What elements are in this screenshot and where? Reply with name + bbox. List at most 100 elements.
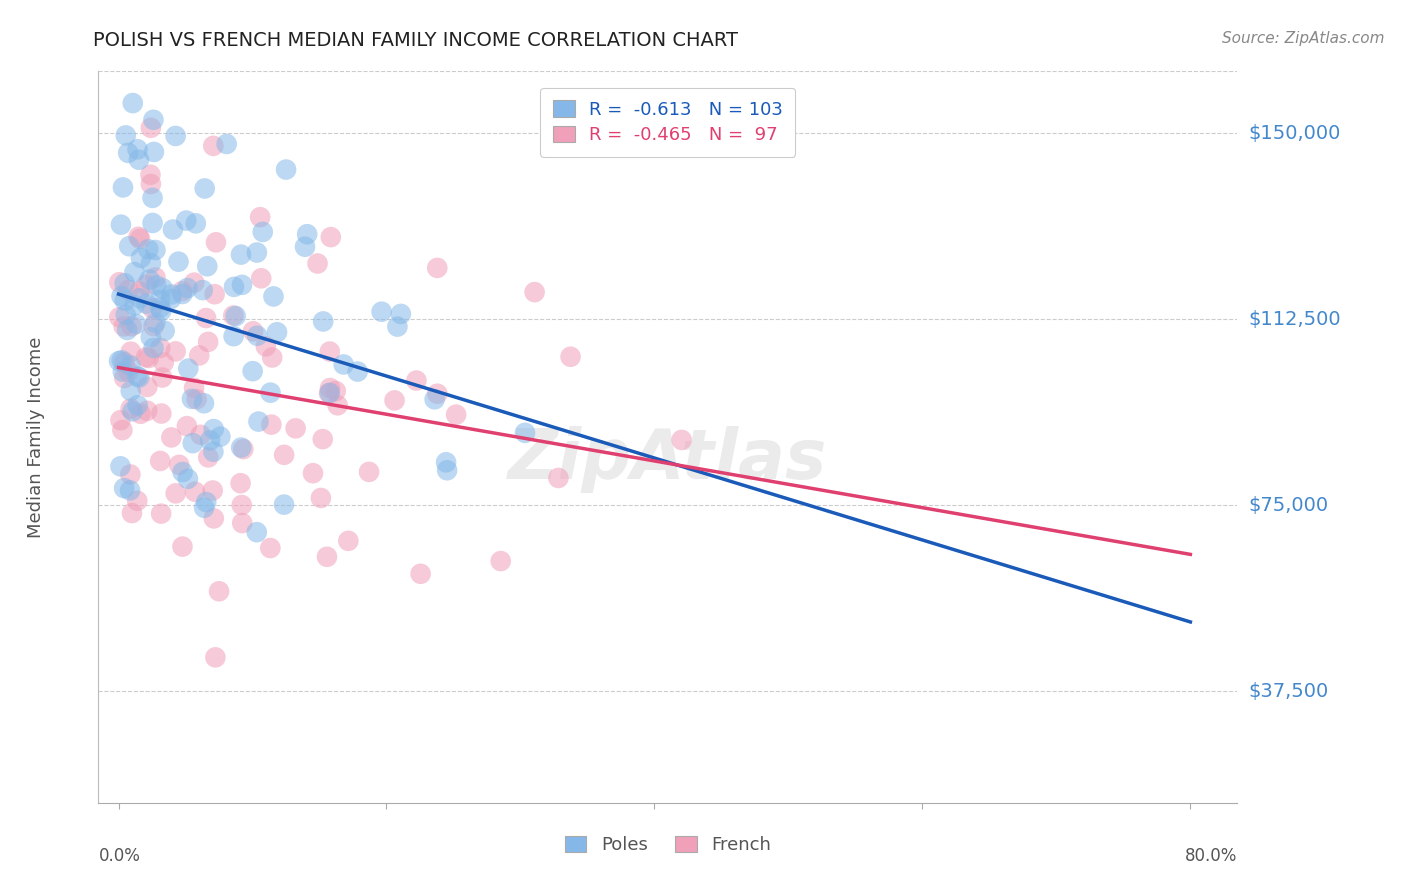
Point <box>319 381 342 395</box>
Point <box>193 396 215 410</box>
Point <box>197 450 219 465</box>
Point <box>259 385 281 400</box>
Point <box>319 230 342 244</box>
Point <box>136 404 159 418</box>
Point <box>114 293 136 308</box>
Point <box>111 365 134 379</box>
Point <box>231 516 253 530</box>
Point <box>295 227 318 242</box>
Point <box>266 325 288 339</box>
Point <box>387 319 409 334</box>
Point <box>307 256 329 270</box>
Point <box>139 120 162 135</box>
Point <box>389 307 412 321</box>
Point <box>145 243 167 257</box>
Text: 80.0%: 80.0% <box>1185 847 1237 864</box>
Point <box>232 442 254 456</box>
Point <box>129 232 152 246</box>
Point <box>128 285 150 299</box>
Point <box>183 276 205 290</box>
Point <box>202 139 225 153</box>
Point <box>337 533 360 548</box>
Point <box>319 385 342 400</box>
Point <box>231 441 253 455</box>
Point <box>121 319 143 334</box>
Text: POLISH VS FRENCH MEDIAN FAMILY INCOME CORRELATION CHART: POLISH VS FRENCH MEDIAN FAMILY INCOME CO… <box>93 31 738 50</box>
Point <box>262 351 284 365</box>
Point <box>184 216 207 230</box>
Point <box>110 413 132 427</box>
Point <box>384 393 406 408</box>
Point <box>112 371 135 385</box>
Point <box>128 370 150 384</box>
Point <box>152 281 174 295</box>
Point <box>197 334 219 349</box>
Text: 0.0%: 0.0% <box>98 847 141 864</box>
Point <box>183 381 205 395</box>
Point <box>160 292 183 306</box>
Point <box>547 471 569 485</box>
Point <box>205 235 228 250</box>
Point <box>165 344 187 359</box>
Point <box>409 566 432 581</box>
Point <box>318 386 340 401</box>
Point <box>204 287 226 301</box>
Point <box>135 297 157 311</box>
Point <box>188 348 211 362</box>
Point <box>201 483 224 498</box>
Point <box>249 210 271 224</box>
Point <box>114 355 136 369</box>
Point <box>145 278 167 293</box>
Point <box>263 289 285 303</box>
Point <box>160 287 183 301</box>
Point <box>135 350 157 364</box>
Point <box>150 303 173 318</box>
Point <box>181 436 204 450</box>
Point <box>246 328 269 343</box>
Point <box>444 408 467 422</box>
Point <box>191 283 214 297</box>
Text: Source: ZipAtlas.com: Source: ZipAtlas.com <box>1222 31 1385 46</box>
Point <box>190 427 212 442</box>
Point <box>222 329 245 343</box>
Point <box>202 422 225 436</box>
Point <box>274 162 297 177</box>
Point <box>176 419 198 434</box>
Point <box>108 275 131 289</box>
Point <box>120 401 142 416</box>
Point <box>177 472 200 486</box>
Point <box>284 421 307 435</box>
Point <box>111 353 134 368</box>
Point <box>139 168 162 182</box>
Point <box>124 298 146 312</box>
Text: $37,500: $37,500 <box>1249 681 1329 701</box>
Point <box>316 549 339 564</box>
Point <box>139 256 162 270</box>
Point <box>405 374 427 388</box>
Point <box>112 319 135 334</box>
Point <box>172 540 194 554</box>
Point <box>193 500 215 515</box>
Point <box>436 463 458 477</box>
Point <box>302 466 325 480</box>
Point <box>370 304 392 318</box>
Point <box>260 417 283 432</box>
Point <box>117 365 139 379</box>
Point <box>110 289 132 303</box>
Text: $112,500: $112,500 <box>1249 310 1341 329</box>
Point <box>671 433 693 447</box>
Point <box>149 301 172 315</box>
Point <box>125 317 148 331</box>
Point <box>124 265 146 279</box>
Point <box>108 354 131 368</box>
Point <box>135 278 157 293</box>
Point <box>145 316 167 330</box>
Point <box>110 459 132 474</box>
Point <box>195 259 218 273</box>
Point <box>222 280 245 294</box>
Point <box>120 344 142 359</box>
Point <box>346 365 368 379</box>
Text: $75,000: $75,000 <box>1249 496 1329 515</box>
Point <box>117 145 139 160</box>
Point <box>142 216 165 230</box>
